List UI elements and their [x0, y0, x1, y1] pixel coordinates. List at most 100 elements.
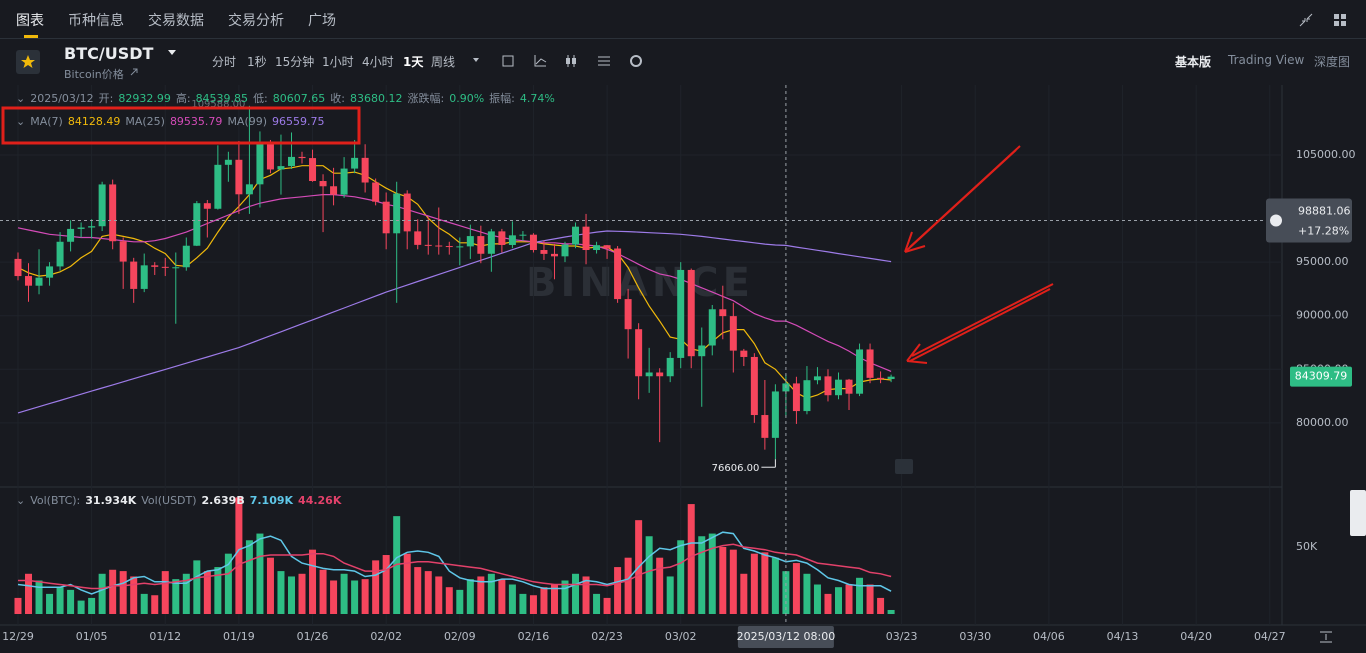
candle-body — [813, 376, 821, 381]
candle-body — [498, 231, 506, 245]
volume-bar — [572, 573, 580, 614]
tab[interactable]: 币种信息 — [68, 13, 124, 29]
volume-bar — [330, 580, 338, 614]
collapse[interactable]: ⌄ — [16, 494, 26, 507]
x-tick-label: 02/02 — [370, 630, 402, 643]
candle-body — [56, 241, 64, 267]
candle-body — [14, 258, 22, 277]
interval[interactable]: 周线 — [431, 55, 456, 69]
ma-name: MA(99) — [227, 115, 268, 128]
info-label: 振幅: — [489, 92, 515, 105]
volume-bar — [803, 573, 811, 614]
volume-bar — [845, 584, 853, 614]
symbol-subtitle[interactable]: Bitcoin价格 — [64, 68, 124, 81]
volume-bar — [235, 497, 243, 614]
volume-bar — [477, 576, 485, 614]
tab[interactable]: 交易数据 — [148, 13, 204, 29]
volume-bar — [698, 536, 706, 614]
candle-body — [529, 234, 537, 251]
volume-bar — [677, 540, 685, 614]
tab[interactable]: 广场 — [308, 13, 336, 29]
candle-body — [614, 248, 622, 300]
info-label: 涨跌幅: — [407, 92, 445, 105]
candle-body — [172, 267, 180, 269]
ma-name: MA(25) — [125, 115, 165, 128]
tab[interactable]: 交易分析 — [228, 13, 284, 29]
volume-bar — [593, 593, 601, 614]
volume-bar — [319, 569, 327, 614]
interval[interactable]: 1小时 — [322, 55, 354, 69]
view-option[interactable]: Trading View — [1228, 53, 1305, 67]
calendar-icon[interactable] — [502, 55, 514, 67]
indicator-icon[interactable] — [534, 55, 547, 67]
ma-name: MA(7) — [30, 115, 63, 128]
favorite-button[interactable] — [16, 50, 40, 74]
high-label: 109588.00 — [191, 99, 245, 110]
volume-bar — [119, 571, 127, 614]
volume-bar — [466, 579, 474, 614]
volume-bar — [151, 595, 159, 614]
candle-body — [372, 182, 380, 202]
x-tick-label: 03/23 — [886, 630, 918, 643]
nav-icons — [1299, 13, 1346, 27]
collapse[interactable]: ⌄ — [16, 91, 26, 105]
volume-bar — [761, 552, 769, 614]
candle-body — [761, 415, 769, 438]
volume-bar — [351, 580, 359, 614]
ma-lines — [17, 165, 892, 414]
view-option[interactable]: 深度图 — [1314, 55, 1351, 69]
volume-bar — [287, 576, 295, 614]
volume-bar — [792, 563, 800, 614]
volume-bar — [582, 576, 590, 614]
highlight-box — [1, 106, 361, 145]
candle-body — [130, 261, 138, 289]
volume-label: Vol(BTC): — [30, 494, 81, 507]
grid-icon[interactable] — [1334, 14, 1346, 26]
side-widget[interactable] — [1350, 490, 1366, 536]
axis-settings-icon[interactable] — [1320, 631, 1332, 643]
view-option[interactable]: 基本版 — [1175, 55, 1212, 69]
settings-icon[interactable] — [630, 55, 642, 67]
volume-bar — [529, 595, 537, 614]
volume-bar — [856, 577, 864, 614]
event-icon[interactable] — [895, 459, 913, 474]
candle-body — [645, 372, 653, 377]
interval[interactable]: 15分钟 — [275, 55, 315, 69]
candle-body — [193, 203, 201, 246]
interval[interactable]: 分时 — [212, 55, 237, 69]
symbol[interactable]: BTC/USDT — [64, 44, 154, 63]
low-label: 76606.00 — [712, 463, 760, 474]
interval[interactable]: 1秒 — [247, 55, 267, 69]
volume-bar — [214, 567, 222, 614]
x-tick-label: 04/27 — [1254, 630, 1286, 643]
info-value: 84539.85 — [195, 91, 249, 105]
candles: 109588.00 76606.00 — [14, 99, 895, 474]
more-intervals[interactable] — [473, 58, 479, 62]
candle-body — [666, 357, 674, 377]
interval[interactable]: 1天 — [403, 55, 424, 69]
tab[interactable]: 图表 — [16, 13, 44, 29]
x-tick-label: 01/05 — [76, 630, 108, 643]
ma-line — [17, 194, 892, 372]
candle-body — [98, 184, 106, 227]
volume-bar — [603, 597, 611, 614]
arrow-shaft — [909, 283, 1054, 362]
candle-body — [803, 380, 811, 412]
volume-bar — [161, 571, 169, 614]
volume-tick-label: 50K — [1296, 540, 1318, 553]
candle-body — [435, 245, 443, 247]
crosshair-x-label: 2025/03/12 08:00 — [737, 630, 836, 643]
candle-body — [582, 226, 590, 251]
interval[interactable]: 4小时 — [362, 55, 394, 69]
collapse-icon[interactable] — [1299, 13, 1313, 27]
collapse[interactable]: ⌄ — [16, 115, 26, 128]
symbol-dropdown[interactable] — [168, 50, 176, 56]
volume-bar — [540, 587, 548, 614]
layout-icon[interactable] — [598, 56, 610, 66]
candle-body — [540, 250, 548, 254]
info-value: 0.90% — [449, 91, 485, 105]
info-label: 高: — [175, 92, 191, 105]
candle-body — [151, 265, 159, 267]
volume-bar — [361, 579, 369, 614]
